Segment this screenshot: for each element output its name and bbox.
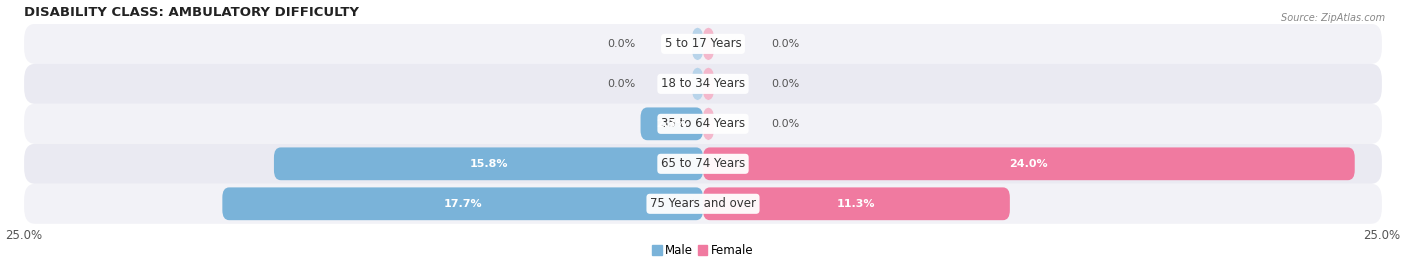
Text: 5 to 17 Years: 5 to 17 Years xyxy=(665,37,741,50)
FancyBboxPatch shape xyxy=(703,147,1355,180)
FancyBboxPatch shape xyxy=(692,27,703,60)
Text: 0.0%: 0.0% xyxy=(770,39,799,49)
Text: 11.3%: 11.3% xyxy=(837,199,876,209)
FancyBboxPatch shape xyxy=(274,147,703,180)
FancyBboxPatch shape xyxy=(24,144,1382,184)
Text: 0.0%: 0.0% xyxy=(770,119,799,129)
FancyBboxPatch shape xyxy=(703,27,714,60)
FancyBboxPatch shape xyxy=(703,107,714,140)
Text: 17.7%: 17.7% xyxy=(443,199,482,209)
Legend: Male, Female: Male, Female xyxy=(648,239,758,262)
FancyBboxPatch shape xyxy=(222,187,703,220)
Text: 35 to 64 Years: 35 to 64 Years xyxy=(661,117,745,130)
Text: 0.0%: 0.0% xyxy=(770,79,799,89)
Text: 2.3%: 2.3% xyxy=(657,119,688,129)
Text: 75 Years and over: 75 Years and over xyxy=(650,197,756,210)
FancyBboxPatch shape xyxy=(24,104,1382,144)
FancyBboxPatch shape xyxy=(703,68,714,100)
FancyBboxPatch shape xyxy=(703,187,1010,220)
Text: Source: ZipAtlas.com: Source: ZipAtlas.com xyxy=(1281,13,1385,23)
Text: 0.0%: 0.0% xyxy=(607,79,636,89)
Text: 18 to 34 Years: 18 to 34 Years xyxy=(661,77,745,90)
Text: 65 to 74 Years: 65 to 74 Years xyxy=(661,157,745,170)
Text: 24.0%: 24.0% xyxy=(1010,159,1049,169)
FancyBboxPatch shape xyxy=(641,107,703,140)
Text: DISABILITY CLASS: AMBULATORY DIFFICULTY: DISABILITY CLASS: AMBULATORY DIFFICULTY xyxy=(24,6,359,19)
FancyBboxPatch shape xyxy=(692,68,703,100)
Text: 15.8%: 15.8% xyxy=(470,159,508,169)
Text: 0.0%: 0.0% xyxy=(607,39,636,49)
FancyBboxPatch shape xyxy=(24,24,1382,64)
FancyBboxPatch shape xyxy=(24,184,1382,224)
FancyBboxPatch shape xyxy=(24,64,1382,104)
